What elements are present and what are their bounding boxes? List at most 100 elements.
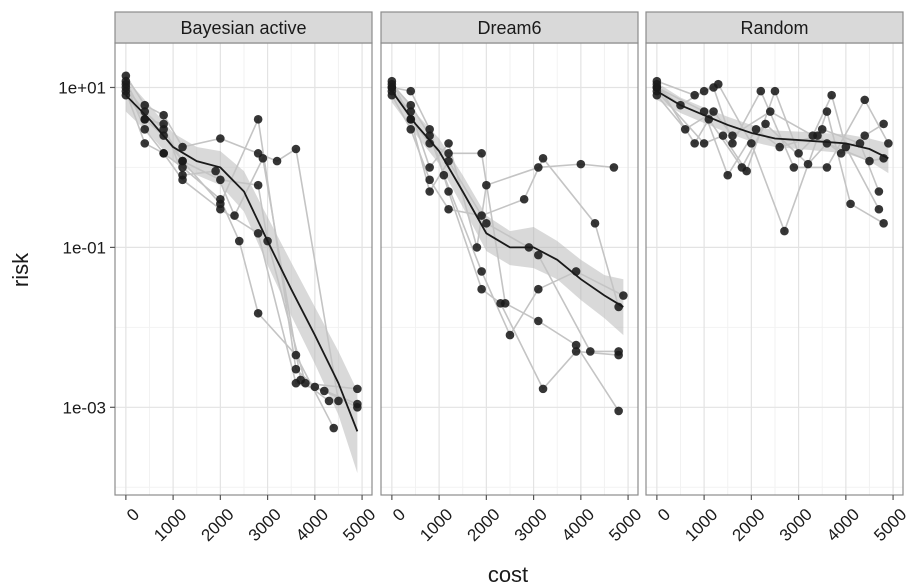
x-tick-label: 1000 [416,505,456,545]
point [216,134,225,143]
strip [380,11,639,44]
y-tick-label: 1e-03 [63,398,106,417]
x-tick-label: 5000 [870,505,910,545]
point [713,79,723,89]
point [387,83,397,92]
point [879,219,888,228]
point [253,229,263,238]
point [477,211,486,220]
facet: Dream6 0 1000 2000 3000 4000 5000 [380,11,645,545]
point [496,298,505,308]
point [879,119,888,129]
point [178,156,187,166]
point [253,308,263,318]
x-tick-label: 4000 [292,505,332,545]
point [765,107,775,116]
facet: Random 0 1000 2000 3000 4000 5000 [645,11,910,545]
point [751,124,761,134]
point [444,139,453,148]
point [614,406,623,416]
point [827,90,836,100]
point [334,396,343,406]
point [846,199,855,209]
x-axis-title: cost [488,562,528,587]
point [761,119,770,129]
point [253,114,263,124]
point [860,131,870,140]
strip-title: Random [740,18,808,38]
point [230,211,239,220]
point [756,86,766,96]
point [699,139,709,148]
point [874,187,884,196]
point [865,156,874,166]
point [291,364,301,374]
strip-title: Dream6 [477,18,541,38]
point [477,267,486,276]
point [159,110,168,120]
point [159,149,168,158]
point [737,163,747,172]
point [291,144,301,154]
point [310,382,320,392]
point [353,402,362,412]
point [482,180,491,190]
point [534,284,543,294]
point [406,124,416,134]
point [178,163,187,172]
point [234,236,244,246]
point [619,291,628,300]
point [571,347,581,356]
point [178,142,187,152]
point [817,124,827,134]
point [576,159,586,169]
point [291,350,301,360]
point [813,131,822,140]
x-tick-label: 3000 [511,505,551,545]
point [425,163,434,172]
point [216,194,225,204]
point [538,154,548,163]
point [728,139,737,148]
point [216,204,225,214]
point [425,124,434,134]
point [406,100,416,110]
point [425,187,434,196]
point [425,139,434,148]
point [723,170,733,180]
point [609,163,619,172]
x-tick-label: 4000 [823,505,863,545]
point [690,90,699,100]
smooth-line [391,90,624,308]
y-tick-label: 1e+01 [58,78,106,97]
point [614,347,623,356]
point [822,107,832,116]
point [140,100,150,110]
point [444,187,453,196]
point [841,142,851,152]
point [472,243,482,252]
x-tick-label: 0 [123,505,143,525]
confidence-band [391,81,624,336]
point [590,219,600,228]
point [699,86,709,96]
x-tick-label: 4000 [558,505,598,545]
x-tick-label: 0 [654,505,674,525]
point [444,149,453,158]
point [477,284,486,294]
point [534,163,543,172]
point [874,204,884,214]
point [353,384,362,394]
point [534,250,543,260]
x-tick-label: 2000 [463,505,503,545]
point [296,375,305,385]
point [406,86,416,96]
confidence-band [656,82,889,174]
x-tick-label: 5000 [339,505,379,545]
point [324,396,334,406]
point [860,95,870,105]
point [690,139,699,148]
strip [114,11,373,44]
x-tick-label: 5000 [605,505,645,545]
point [680,124,690,134]
